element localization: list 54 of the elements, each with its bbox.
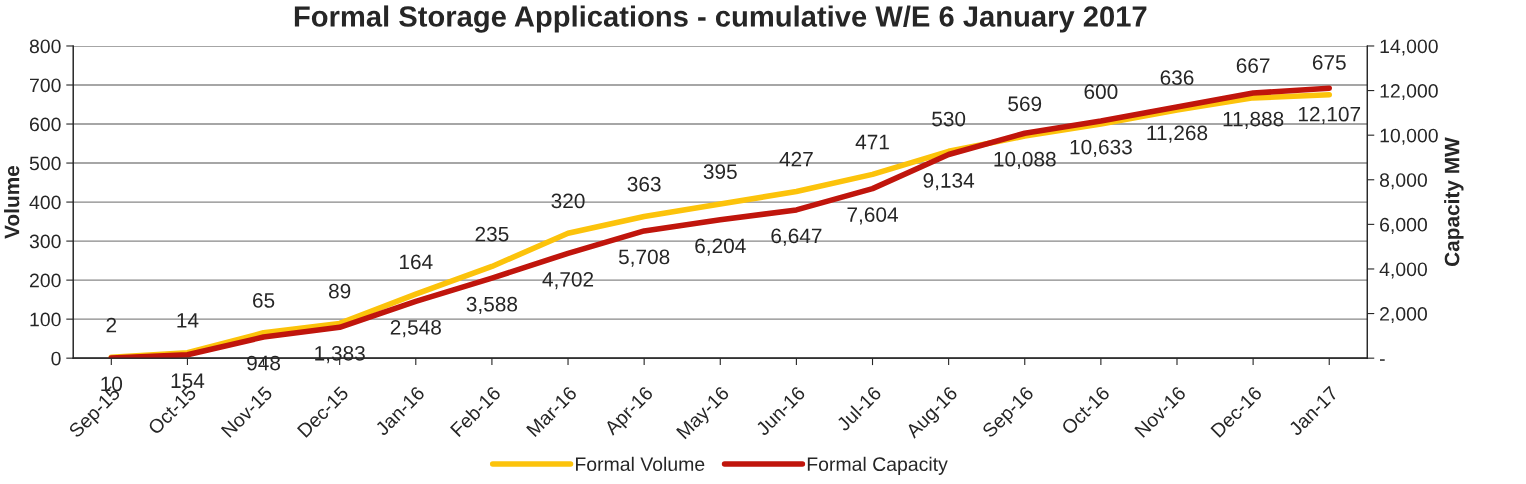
data-label: 89 <box>328 283 351 299</box>
y-tick-label: 100 <box>30 312 61 327</box>
data-label: 395 <box>703 164 737 180</box>
y2-tick-label: 8,000 <box>1379 173 1427 190</box>
legend-label: Formal Capacity <box>807 456 948 475</box>
data-label: 5,708 <box>618 249 670 267</box>
data-label: 11,268 <box>1147 125 1208 143</box>
y-tick-label: 800 <box>29 39 61 54</box>
data-label: 4,702 <box>542 271 594 290</box>
data-label: 164 <box>400 254 433 270</box>
y-axis-title: Volume <box>4 165 20 239</box>
y2-tick-label: 10,000 <box>1380 128 1438 145</box>
data-label: 636 <box>1160 70 1194 86</box>
data-label: 667 <box>1236 58 1270 73</box>
data-label: 12,107 <box>1298 106 1361 125</box>
y2-tick-label: 6,000 <box>1380 217 1427 234</box>
y-tick-label: 0 <box>51 351 61 366</box>
data-label: 10,633 <box>1070 139 1132 157</box>
y-tick-label: 600 <box>29 117 61 132</box>
y-tick-label: 500 <box>29 156 61 171</box>
chart-title: Formal Storage Applications - cumulative W/E 6 January 2017 <box>294 5 1147 33</box>
y2-tick-label: - <box>1379 359 1385 361</box>
y-tick-label: 300 <box>29 234 61 249</box>
data-label: 600 <box>1084 84 1118 100</box>
data-label: 14 <box>177 313 199 328</box>
data-label: 569 <box>1008 96 1042 112</box>
y-tick-label: 700 <box>30 78 61 93</box>
legend-label: Formal Volume <box>576 456 705 472</box>
data-label: 154 <box>171 373 205 389</box>
y2-tick-label: 4,000 <box>1379 262 1427 279</box>
data-label: 320 <box>551 193 585 209</box>
data-label: 65 <box>253 293 275 308</box>
data-label: 11,888 <box>1223 111 1284 129</box>
data-label: 363 <box>627 176 661 192</box>
data-label: 948 <box>247 355 281 371</box>
data-label: 471 <box>855 134 889 150</box>
data-label: 6,647 <box>771 228 822 246</box>
y2-tick-label: 12,000 <box>1380 84 1438 101</box>
data-label: 2,548 <box>390 319 441 338</box>
data-label: 427 <box>779 151 813 167</box>
y2-tick-label: 14,000 <box>1380 39 1438 56</box>
data-label: 6,204 <box>695 238 746 256</box>
data-label: 675 <box>1312 55 1346 70</box>
y2-tick-label: 2,000 <box>1380 307 1427 324</box>
y-tick-label: 400 <box>29 195 61 210</box>
data-label: 2 <box>106 317 117 333</box>
data-label: 530 <box>932 111 966 127</box>
y-tick-label: 200 <box>29 273 61 288</box>
data-label: 3,588 <box>466 296 518 314</box>
data-label: 9,134 <box>923 173 975 191</box>
y2-axis-title: Capacity MW <box>1444 137 1464 267</box>
data-label: 235 <box>475 226 509 242</box>
data-label: 10,088 <box>994 151 1056 170</box>
data-label: 7,604 <box>847 207 898 225</box>
